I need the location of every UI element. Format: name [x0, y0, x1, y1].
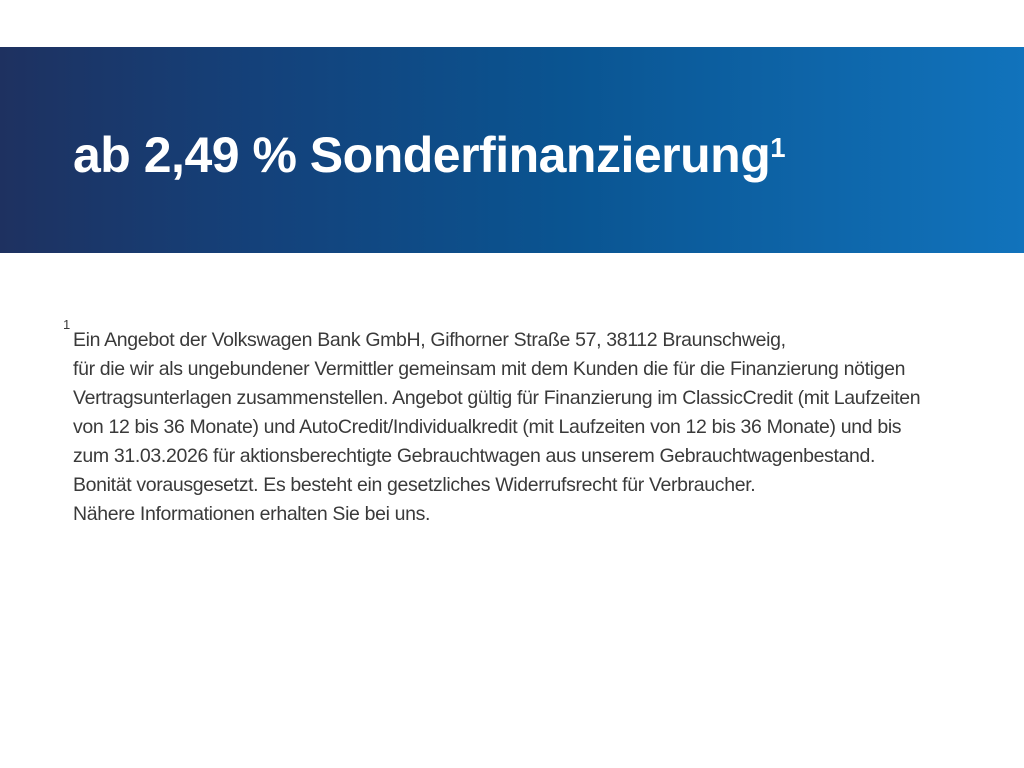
footnote-text: Ein Angebot der Volkswagen Bank GmbH, Gi…: [73, 329, 921, 525]
page-title-text: ab 2,49 % Sonderfinanzierung: [73, 127, 771, 183]
title-footnote-marker: 1: [770, 131, 786, 163]
page-title: ab 2,49 % Sonderfinanzierung1: [0, 120, 786, 183]
footnote-marker: 1: [63, 317, 71, 332]
header-band: ab 2,49 % Sonderfinanzierung1: [0, 47, 1024, 253]
footnote: 1 Ein Angebot der Volkswagen Bank GmbH, …: [63, 317, 921, 529]
